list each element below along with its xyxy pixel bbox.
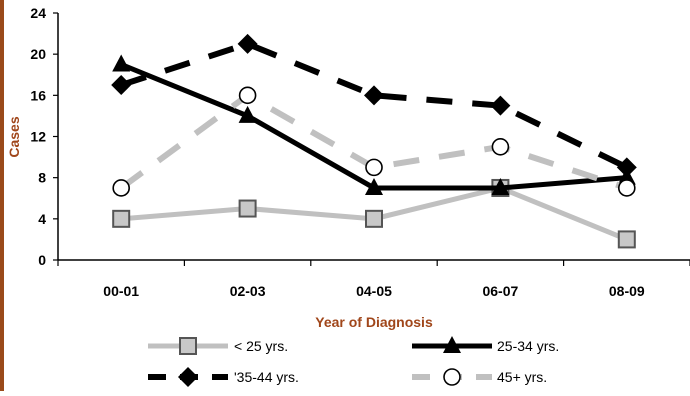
legend-marker-25-34 [443, 336, 461, 353]
y-tick-label: 0 [38, 252, 46, 268]
data-point-35-44 [490, 95, 511, 116]
legend-marker-under-25 [179, 337, 197, 355]
data-point-45-plus [491, 137, 510, 156]
data-point-25-34 [238, 105, 257, 123]
data-point-35-44 [364, 85, 384, 106]
x-tick-label: 04-05 [356, 283, 392, 299]
x-tick-label: 06-07 [482, 283, 518, 299]
y-tick-label: 16 [30, 87, 46, 103]
data-point-25-34 [112, 54, 131, 72]
y-tick-label: 8 [38, 170, 46, 186]
y-tick-label: 20 [30, 46, 46, 62]
y-axis-title: Cases [6, 116, 22, 157]
legend-label-45-plus: 45+ yrs. [497, 369, 547, 385]
data-point-35-44 [616, 157, 637, 178]
data-point-45-plus [365, 158, 383, 177]
x-tick-label: 00-01 [103, 283, 139, 299]
data-point-45-plus [112, 179, 130, 197]
legend-label-35-44: '35-44 yrs. [234, 369, 299, 385]
series-line-45-plus [119, 91, 628, 191]
data-point-under-25 [238, 199, 257, 218]
legend-label-under-25: < 25 yrs. [234, 338, 288, 354]
data-point-35-44 [237, 33, 258, 54]
legend-marker-35-44 [178, 367, 198, 387]
data-point-under-25 [112, 209, 131, 228]
data-point-25-34 [365, 177, 383, 195]
x-tick-label: 02-03 [230, 283, 266, 299]
data-point-under-25 [617, 230, 636, 249]
y-tick-label: 12 [30, 129, 46, 145]
x-tick-label: 08-09 [609, 283, 645, 299]
x-axis-title: Year of Diagnosis [315, 314, 433, 330]
legend-label-25-34: 25-34 yrs. [497, 338, 559, 354]
y-tick-label: 4 [38, 211, 46, 227]
data-point-under-25 [365, 209, 383, 228]
data-point-45-plus [238, 86, 257, 105]
left-border-strip [0, 0, 4, 391]
data-point-25-34 [491, 177, 510, 195]
data-point-35-44 [111, 75, 132, 96]
series-line-35-44 [120, 40, 629, 171]
data-point-45-plus [617, 179, 636, 197]
legend-marker-45-plus [443, 368, 461, 386]
y-tick-label: 24 [30, 5, 46, 21]
